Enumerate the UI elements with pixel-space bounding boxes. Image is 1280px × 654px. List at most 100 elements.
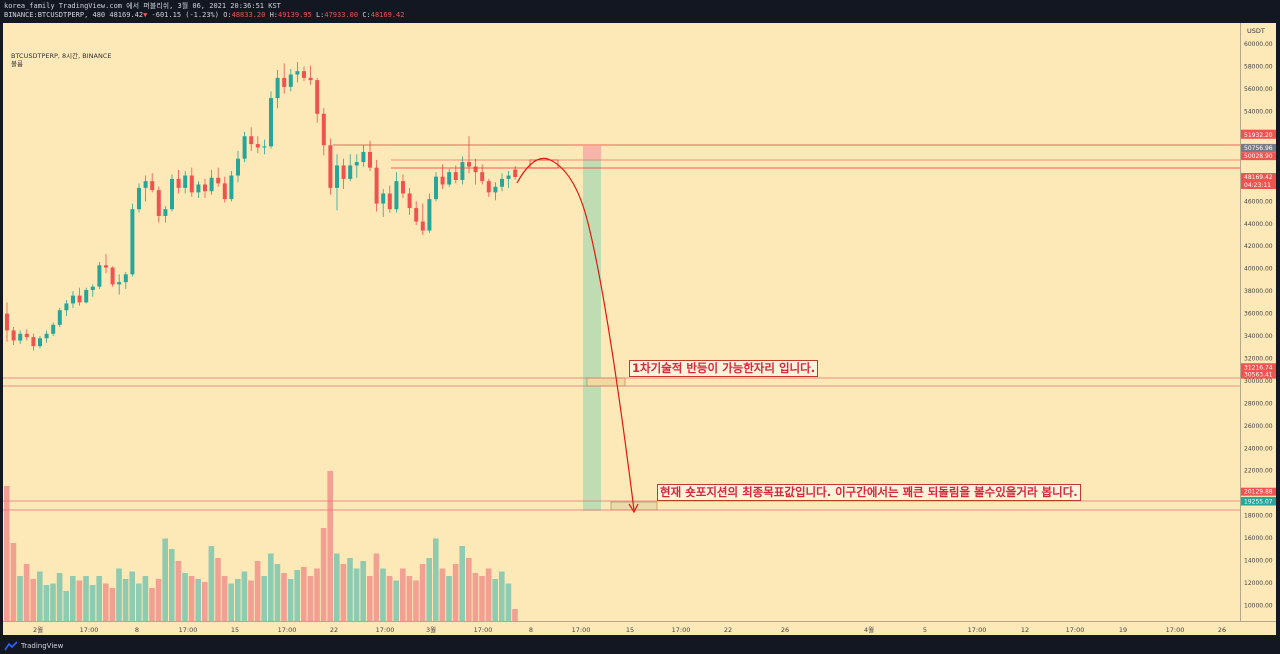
volume-bar <box>287 579 294 621</box>
candle-body <box>51 324 56 334</box>
volume-bar <box>360 561 366 621</box>
candle-body <box>44 333 49 339</box>
price-marker-label: 50756.96 <box>1244 145 1273 152</box>
price-tick-label: 12000.00 <box>1244 580 1273 587</box>
time-tick-label: 8 <box>529 626 533 634</box>
volume-bar <box>294 570 300 621</box>
candle-body <box>480 172 485 182</box>
volume-bar <box>386 576 393 621</box>
price-marker-label: 19255.07 <box>1244 499 1273 506</box>
price-tick-label: 32000.00 <box>1244 355 1273 362</box>
candle-body <box>328 145 333 188</box>
candle-body <box>216 177 221 184</box>
volume-bar <box>17 576 23 621</box>
candle-body <box>143 181 148 188</box>
low-label: L: <box>315 11 325 19</box>
annotation-target[interactable]: 현재 숏포지션의 최종목표값입니다. 이구간에서는 꽤큰 되돌림을 볼수있을거라… <box>657 484 1081 501</box>
candle-body <box>447 172 452 185</box>
volume-bar <box>320 528 327 621</box>
price-marker-label: 50028.90 <box>1244 153 1273 160</box>
volume-bars <box>4 471 518 621</box>
volume-bar <box>373 553 380 621</box>
volume-bar <box>30 579 36 621</box>
candle-body <box>401 181 405 194</box>
price-tick-label: 30000.00 <box>1244 378 1273 385</box>
time-tick-label: 26 <box>1218 626 1226 634</box>
price-tick-label: 34000.00 <box>1244 333 1273 340</box>
high-label: H: <box>269 11 278 19</box>
volume-bar <box>281 573 287 621</box>
volume-bar <box>492 579 498 621</box>
candle-body <box>381 193 386 204</box>
time-tick-label: 17:00 <box>278 626 297 634</box>
volume-bar <box>248 580 254 621</box>
time-tick-label: 15 <box>231 626 239 634</box>
candle-body <box>368 151 372 168</box>
candle-body <box>123 274 128 283</box>
price-marker-bg <box>1241 152 1277 161</box>
candle-body <box>18 333 23 341</box>
price-tick-label: 16000.00 <box>1244 535 1273 542</box>
volume-bar <box>103 583 109 621</box>
price-tick-label: 42000.00 <box>1244 243 1273 250</box>
volume-bar <box>466 558 472 621</box>
price-tick-label: 28000.00 <box>1244 400 1273 407</box>
legend-volume: 볼륨 <box>11 60 23 68</box>
candle-body <box>203 184 207 192</box>
candle-body <box>189 175 194 193</box>
ohlc-line: BINANCE:BTCUSDTPERP, 480 48169.42▼ -601.… <box>4 11 1276 20</box>
chart-legend: BTCUSDTPERP, 8시간, BINANCE 볼륨 <box>11 52 111 68</box>
price-axis[interactable]: USDT60000.0058000.0056000.0054000.005200… <box>1240 23 1277 621</box>
candle-body <box>434 176 438 200</box>
candle-body <box>341 165 346 179</box>
projection-arrowhead <box>628 503 639 514</box>
candle-body <box>77 295 82 303</box>
price-marker-bg <box>1241 487 1277 496</box>
volume-bar <box>50 583 56 621</box>
volume-bar <box>83 576 89 621</box>
time-tick-label: 8 <box>135 626 139 634</box>
price-marker-label: 20129.88 <box>1244 489 1273 496</box>
time-axis[interactable]: 2월 17:00 8 17:00 15 17:00 22 17:00 3월 17:00 8 17:00… <box>3 621 1276 635</box>
time-tick-label: 4월 <box>864 625 874 634</box>
chart-pane[interactable]: BTCUSDTPERP, 8시간, BINANCE 볼륨 <box>3 23 1240 621</box>
volume-bar <box>129 571 135 621</box>
volume-bar <box>142 576 149 621</box>
candle-body <box>38 338 42 347</box>
volume-bar <box>122 579 129 621</box>
candle-body <box>348 165 353 179</box>
candle-body <box>275 77 280 99</box>
candle-body <box>420 221 425 231</box>
volume-bar <box>228 583 234 621</box>
candle-body <box>163 209 168 216</box>
volume-bar <box>512 609 518 621</box>
candle-body <box>11 330 16 341</box>
price-tick-label: 60000.00 <box>1244 41 1273 48</box>
open-value: 48833.20 <box>231 11 266 19</box>
time-tick-label: 17:00 <box>474 626 493 634</box>
volume-bar <box>241 571 248 621</box>
candlestick-chart[interactable] <box>3 23 1240 621</box>
price-tick-label: 56000.00 <box>1244 86 1273 93</box>
time-tick-label: 17:00 <box>1066 626 1085 634</box>
volume-bar <box>479 576 485 621</box>
time-tick-label: 26 <box>781 626 789 634</box>
volume-bar <box>63 591 69 621</box>
last-price: 48169.42 <box>109 11 144 19</box>
annotation-rebound[interactable]: 1차기술적 반등이 가능한자리 입니다. <box>629 360 819 377</box>
volume-bar <box>327 471 333 621</box>
volume-bar <box>10 543 17 621</box>
time-tick-label: 22 <box>724 626 732 634</box>
projection-curve <box>516 157 635 511</box>
tradingview-logo-icon <box>4 640 18 650</box>
volume-bar <box>37 571 43 621</box>
volume-bar <box>23 564 30 621</box>
candle-body <box>222 183 227 200</box>
candle-body <box>97 265 102 287</box>
volume-bar <box>353 568 360 621</box>
volume-bar <box>307 576 314 621</box>
volume-bar <box>169 549 175 621</box>
candle-body <box>242 136 247 159</box>
candle-body <box>117 282 122 285</box>
candle-body <box>493 186 498 193</box>
